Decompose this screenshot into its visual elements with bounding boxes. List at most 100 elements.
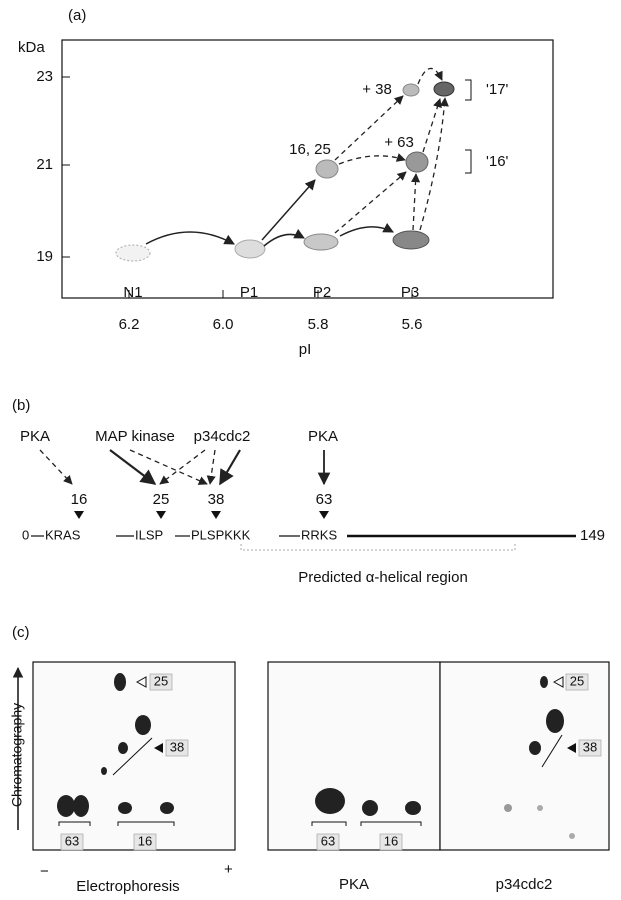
spot bbox=[101, 767, 107, 775]
site: 16 bbox=[71, 491, 88, 508]
spot bbox=[402, 83, 420, 97]
kinase-arrows bbox=[39, 449, 331, 486]
label-box bbox=[165, 739, 189, 757]
bracket bbox=[465, 149, 472, 174]
label-box bbox=[316, 833, 340, 851]
spot bbox=[57, 795, 75, 817]
annotation: + 38 bbox=[362, 81, 392, 98]
kinase: PKA bbox=[20, 428, 50, 445]
site-markers bbox=[74, 511, 329, 519]
annotation: 16, 25 bbox=[289, 141, 331, 158]
label-box bbox=[578, 739, 602, 757]
triangle bbox=[74, 511, 84, 519]
x-tick-label: 6.2 bbox=[119, 316, 140, 333]
spot-label: P2 bbox=[313, 284, 331, 301]
x-ticks: 6.2 6.0 5.8 5.6 bbox=[119, 290, 423, 333]
panel-label: (c) bbox=[12, 624, 30, 641]
arrows bbox=[145, 67, 449, 247]
spot-label: 16 bbox=[384, 833, 398, 848]
label-boxes bbox=[60, 673, 602, 851]
spot bbox=[303, 233, 339, 251]
arrowhead bbox=[567, 743, 576, 753]
triangle bbox=[319, 511, 329, 519]
bracket bbox=[465, 79, 472, 101]
x-tick-label: 5.8 bbox=[308, 316, 329, 333]
panel-label: (a) bbox=[68, 7, 86, 24]
spot-label: 38 bbox=[170, 739, 184, 754]
spot-label: N1 bbox=[123, 284, 142, 301]
spot bbox=[234, 239, 266, 259]
spot bbox=[504, 804, 512, 812]
spot bbox=[392, 230, 430, 250]
spot bbox=[546, 709, 564, 733]
spot bbox=[115, 244, 151, 262]
region-label: Predicted α-helical region bbox=[298, 569, 468, 586]
spot-label: P3 bbox=[401, 284, 419, 301]
arrow bbox=[334, 95, 404, 161]
spot bbox=[315, 159, 339, 179]
arrow bbox=[334, 171, 407, 234]
spot bbox=[537, 805, 543, 811]
motif: KRAS bbox=[45, 527, 81, 542]
blot-left bbox=[32, 661, 236, 851]
region-bracket bbox=[240, 544, 516, 551]
site: 38 bbox=[208, 491, 225, 508]
arrow bbox=[417, 67, 443, 85]
arrowhead bbox=[154, 743, 163, 753]
spot bbox=[540, 676, 548, 688]
x-axis-label: pI bbox=[299, 341, 312, 358]
arrow bbox=[261, 179, 316, 241]
plus-sign: + bbox=[224, 861, 233, 878]
kinase: PKA bbox=[308, 428, 338, 445]
seq-start: 0 bbox=[22, 527, 29, 542]
spot bbox=[405, 801, 421, 815]
x-tick-label: 6.0 bbox=[213, 316, 234, 333]
y-tick-label: 21 bbox=[36, 156, 53, 173]
spot-brackets bbox=[58, 821, 422, 826]
spot bbox=[118, 802, 132, 814]
spot bbox=[433, 81, 455, 97]
site: 63 bbox=[316, 491, 333, 508]
blot-spots bbox=[57, 673, 575, 839]
arrow bbox=[419, 97, 449, 231]
arrow bbox=[145, 231, 235, 245]
arrow bbox=[339, 222, 394, 237]
x-tick-label: 5.6 bbox=[402, 316, 423, 333]
spot bbox=[135, 715, 151, 735]
arrow bbox=[219, 449, 241, 486]
bracket bbox=[360, 821, 422, 826]
bracket bbox=[311, 821, 347, 826]
spot bbox=[114, 673, 126, 691]
spot bbox=[160, 802, 174, 814]
motif: RRKS bbox=[301, 527, 337, 542]
bracket-label: '16' bbox=[486, 153, 509, 170]
spot-label: 63 bbox=[321, 833, 335, 848]
arrow bbox=[422, 98, 442, 153]
spot bbox=[405, 151, 429, 173]
spot bbox=[315, 788, 345, 814]
arrow bbox=[159, 449, 206, 485]
arrow bbox=[206, 449, 216, 485]
spots bbox=[115, 81, 455, 262]
site: 25 bbox=[153, 491, 170, 508]
spot bbox=[362, 800, 378, 816]
divider bbox=[112, 737, 153, 776]
arrow bbox=[263, 228, 305, 247]
arrow bbox=[109, 449, 157, 485]
minus-sign: − bbox=[40, 863, 49, 880]
blot-middle bbox=[267, 661, 441, 851]
spot bbox=[529, 741, 541, 755]
arrow bbox=[411, 173, 421, 231]
label-box bbox=[379, 833, 403, 851]
caption: p34cdc2 bbox=[496, 876, 553, 893]
y-ticks: 23 21 19 bbox=[36, 68, 70, 265]
bracket bbox=[58, 821, 91, 826]
caption: PKA bbox=[339, 876, 369, 893]
spot-label: 16 bbox=[138, 833, 152, 848]
y-tick-label: 23 bbox=[36, 68, 53, 85]
spot-label: 25 bbox=[154, 673, 168, 688]
label-box bbox=[60, 833, 84, 851]
divider bbox=[541, 734, 563, 768]
motif: PLSPKKK bbox=[191, 527, 251, 542]
